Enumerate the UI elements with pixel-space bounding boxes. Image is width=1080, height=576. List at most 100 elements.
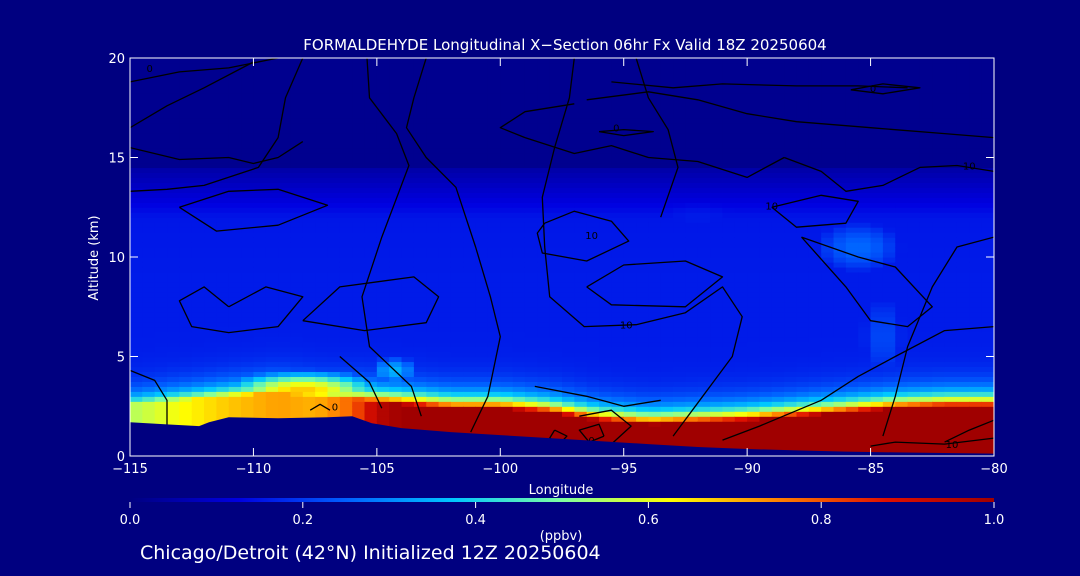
heatmap-cell [487,371,501,377]
heatmap-cell [191,321,205,328]
heatmap-cell [685,247,699,253]
heatmap-cell [253,261,267,268]
heatmap-cell [228,386,242,392]
heatmap-cell [759,306,773,313]
heatmap-cell [339,281,353,288]
heatmap-cell [586,197,600,203]
heatmap-cell [179,296,193,303]
heatmap-cell [413,296,427,303]
heatmap-cell [327,82,341,89]
heatmap-cell [734,247,748,253]
heatmap-cell [611,247,625,253]
heatmap-cell [450,406,464,412]
heatmap-cell [364,77,378,84]
heatmap-cell [599,411,612,417]
heatmap-cell [401,58,415,64]
heatmap-cell [500,72,514,79]
heatmap-cell [821,87,835,94]
heatmap-cell [562,391,575,397]
heatmap-cell [845,431,859,437]
heatmap-cell [784,376,798,382]
heatmap-cell [734,296,748,303]
heatmap-cell [870,286,884,293]
heatmap-cell [500,177,514,183]
heatmap-cell [339,366,353,373]
heatmap-cell [290,411,304,417]
heatmap-cell [870,306,884,313]
heatmap-cell [142,142,156,149]
heatmap-cell [821,261,835,268]
heatmap-cell [685,271,699,278]
heatmap-cell [833,421,847,427]
heatmap-cell [882,67,896,74]
heatmap-cell [438,371,452,377]
heatmap-cell [426,117,440,124]
heatmap-cell [562,117,575,124]
heatmap-cell [142,247,156,253]
heatmap-cell [895,306,909,313]
heatmap-cell [759,366,773,373]
heatmap-cell [562,316,575,323]
heatmap-cell [611,306,625,313]
heatmap-cell [167,421,180,427]
heatmap-cell [352,232,366,238]
heatmap-cell [154,227,168,233]
heatmap-cell [759,87,773,94]
heatmap-cell [204,271,217,278]
heatmap-cell [771,326,785,333]
heatmap-cell [895,326,909,333]
heatmap-cell [487,296,501,303]
heatmap-cell [179,361,193,368]
heatmap-cell [870,366,884,373]
heatmap-cell [315,346,329,353]
heatmap-cell [241,411,255,417]
heatmap-cell [599,296,612,303]
heatmap-cell [302,182,316,188]
heatmap-cell [463,107,477,114]
heatmap-cell [623,266,637,273]
heatmap-cell [302,177,316,183]
heatmap-cell [376,341,390,348]
heatmap-cell [574,127,588,134]
heatmap-cell [784,97,798,104]
heatmap-cell [833,301,847,308]
heatmap-cell [685,147,699,154]
heatmap-cell [537,197,551,203]
heatmap-cell [796,217,810,223]
heatmap-cell [413,152,427,159]
heatmap-cell [599,187,612,193]
heatmap-cell [426,227,440,233]
heatmap-cell [870,401,884,407]
heatmap-cell [376,117,390,124]
heatmap-cell [623,97,637,104]
heatmap-cell [179,157,193,164]
heatmap-cell [537,112,551,119]
heatmap-cell [697,67,711,74]
heatmap-cell [697,187,711,193]
heatmap-cell [623,137,637,144]
heatmap-cell [290,321,304,328]
heatmap-cell [771,242,785,248]
heatmap-cell [179,326,193,333]
heatmap-cell [253,157,267,164]
heatmap-cell [438,227,452,233]
heatmap-cell [191,391,205,397]
heatmap-cell [759,162,773,169]
heatmap-cell [858,316,872,323]
heatmap-cell [438,97,452,104]
heatmap-cell [833,286,847,293]
heatmap-cell [290,207,304,213]
heatmap-cell [389,311,403,318]
heatmap-cell [882,426,896,432]
heatmap-cell [364,137,378,144]
heatmap-cell [302,202,316,208]
heatmap-cell [562,281,575,288]
heatmap-cell [808,152,822,159]
heatmap-cell [648,301,662,308]
heatmap-cell [302,87,316,94]
heatmap-cell [697,212,711,218]
heatmap-cell [339,127,353,134]
heatmap-cell [413,356,427,363]
heatmap-cell [747,122,761,129]
heatmap-cell [636,92,649,99]
